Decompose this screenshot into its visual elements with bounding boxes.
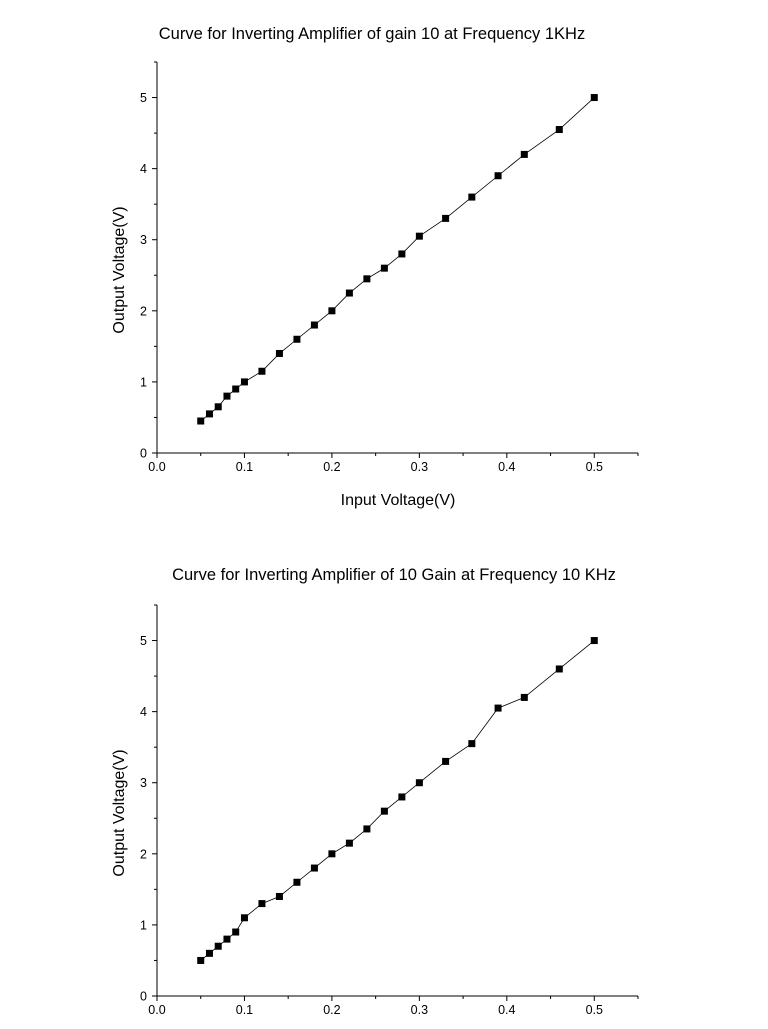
data-point <box>380 807 388 815</box>
data-point <box>380 264 388 272</box>
data-point <box>240 378 248 386</box>
y-tick-label: 0 <box>140 447 147 461</box>
data-point <box>310 864 318 872</box>
data-series <box>197 637 598 964</box>
data-point <box>442 757 450 765</box>
data-point <box>494 172 502 180</box>
data-point <box>328 307 336 315</box>
y-tick-label: 4 <box>140 162 147 176</box>
data-point <box>345 839 353 847</box>
data-point <box>293 335 301 343</box>
data-point <box>555 665 563 673</box>
data-point <box>240 914 248 922</box>
data-point <box>197 417 205 425</box>
y-tick-label: 2 <box>140 304 147 318</box>
axes: 0.0 0.1 0.2 0.3 0.4 0.5 0 1 2 3 4 5 <box>140 61 639 474</box>
chart-title: Curve for Inverting Amplifier of 10 Gain… <box>172 566 616 584</box>
data-point <box>494 704 502 712</box>
x-tick-label: 0.3 <box>411 1003 428 1017</box>
y-axis-label: Output Voltage(V) <box>111 206 128 333</box>
data-point <box>293 878 301 886</box>
y-tick-label: 4 <box>140 705 147 719</box>
data-series <box>197 94 598 425</box>
y-tick-label: 3 <box>140 776 147 790</box>
axes: 0.0 0.1 0.2 0.3 0.4 0.5 0 1 2 3 4 5 <box>140 604 639 1017</box>
y-tick-label: 3 <box>140 233 147 247</box>
data-point <box>328 850 336 858</box>
data-point <box>363 275 371 283</box>
data-point <box>214 942 222 950</box>
y-tick-label: 0 <box>140 990 147 1004</box>
y-tick-label: 2 <box>140 847 147 861</box>
x-tick-label: 0.0 <box>148 460 165 474</box>
x-tick-label: 0.2 <box>323 1003 340 1017</box>
data-point <box>398 250 406 258</box>
chart-10khz: Curve for Inverting Amplifier of 10 Gain… <box>111 566 639 1017</box>
data-point <box>468 193 476 201</box>
data-point <box>415 779 423 787</box>
x-tick-label: 0.0 <box>148 1003 165 1017</box>
y-tick-label: 5 <box>140 91 147 105</box>
data-point <box>555 126 563 134</box>
y-tick-label: 1 <box>140 918 147 932</box>
y-tick-label: 1 <box>140 375 147 389</box>
y-tick-label: 5 <box>140 634 147 648</box>
data-point <box>468 740 476 748</box>
chart-1khz: Curve for Inverting Amplifier of gain 10… <box>111 25 639 509</box>
data-point <box>205 410 213 418</box>
data-point <box>232 928 240 936</box>
data-point <box>345 289 353 297</box>
data-point <box>520 693 528 701</box>
data-point <box>258 367 266 375</box>
data-point <box>223 935 231 943</box>
data-point <box>223 392 231 400</box>
data-point <box>520 150 528 158</box>
x-tick-label: 0.4 <box>498 460 515 474</box>
data-point <box>275 349 283 357</box>
x-tick-label: 0.5 <box>586 460 603 474</box>
data-point <box>310 321 318 329</box>
data-point <box>415 232 423 240</box>
data-point <box>232 385 240 393</box>
data-point <box>442 214 450 222</box>
data-point <box>590 637 598 645</box>
x-tick-label: 0.5 <box>586 1003 603 1017</box>
data-point <box>258 900 266 908</box>
series-line <box>200 640 595 961</box>
data-point <box>590 94 598 102</box>
x-axis-label: Input Voltage(V) <box>341 492 456 509</box>
y-axis-label: Output Voltage(V) <box>111 749 128 876</box>
data-point <box>398 793 406 801</box>
x-tick-label: 0.4 <box>498 1003 515 1017</box>
data-point <box>197 956 205 964</box>
data-point <box>275 892 283 900</box>
x-tick-label: 0.1 <box>236 460 253 474</box>
chart-title: Curve for Inverting Amplifier of gain 10… <box>159 25 585 43</box>
x-tick-label: 0.2 <box>323 460 340 474</box>
data-point <box>205 949 213 957</box>
data-point <box>214 403 222 411</box>
data-point <box>363 825 371 833</box>
series-line <box>200 97 595 422</box>
x-tick-label: 0.1 <box>236 1003 253 1017</box>
x-tick-label: 0.3 <box>411 460 428 474</box>
